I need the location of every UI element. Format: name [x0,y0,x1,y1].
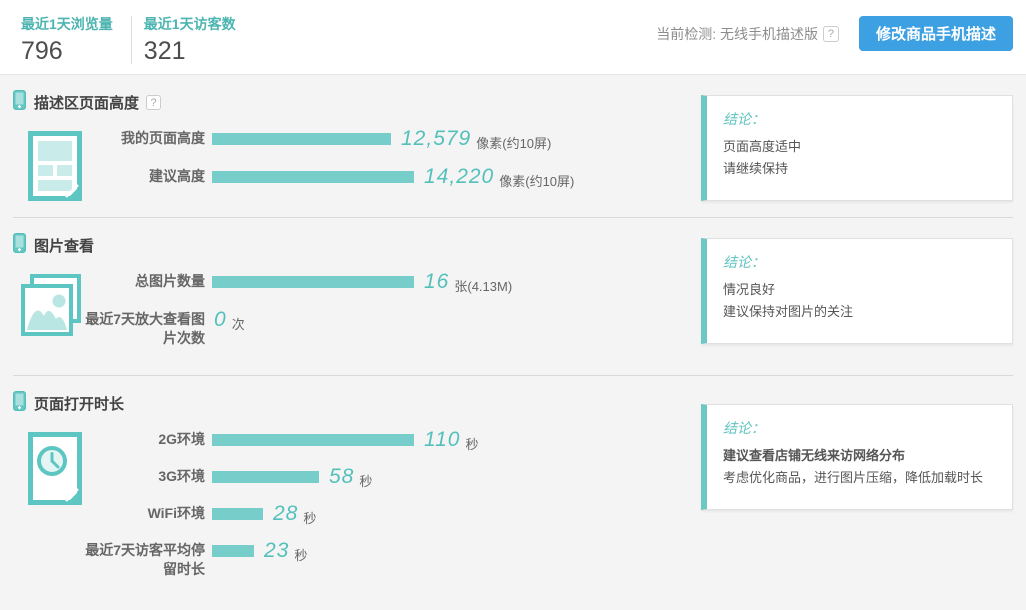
metric-row-2g: 2G环境 110 秒 [83,428,479,453]
section-divider [13,217,1013,218]
metric-row-image-count: 总图片数量 16 张(4.13M) [83,270,513,295]
metric-bar [212,508,263,520]
metric-unit: 秒 [294,548,308,563]
metric-label: 总图片数量 [135,273,205,289]
section-title: 页面打开时长 [34,396,125,413]
section-title: 图片查看 [34,238,95,255]
metric-value: 110 [424,428,461,451]
metric-value: 16 [424,270,450,293]
help-icon[interactable]: ? [146,95,162,110]
current-check-label: 当前检测: 无线手机描述版 [656,25,818,42]
conclusion-line: 情况良好 [723,282,776,297]
metric-label: 建议高度 [149,168,205,184]
metric-row-avg-stay: 最近7天访客平均停留时长 23 秒 [83,539,479,579]
section-page-height-header: 描述区页面高度 ? [13,90,1013,115]
conclusion-line: 请继续保持 [723,161,789,176]
metric-unit: 次 [231,317,245,332]
metric-bar [212,171,414,183]
metric-label: WiFi环境 [147,505,205,521]
metric-label: 最近7天访客平均停留时长 [85,542,205,577]
section-divider [13,375,1013,376]
metric-value: 0 [214,308,227,331]
stats-divider [130,16,132,64]
metric-value: 28 [273,502,299,525]
section-open-duration: 页面打开时长 2G环境 110 [0,376,1026,593]
conclusion-title: 结论： [723,111,765,127]
stat-visitors-label: 最近1天访客数 [143,16,236,32]
metric-row-wifi: WiFi环境 28 秒 [83,502,479,527]
header-actions: 当前检测: 无线手机描述版 ? 修改商品手机描述 [656,14,1013,51]
conclusion-line: 建议查看店铺无线来访网络分布 [723,448,906,463]
metric-bar [212,276,414,288]
conclusion-box: 结论： 页面高度适中 请继续保持 [701,95,1013,201]
metric-rows: 我的页面高度 12,579 像素(约10屏) 建议高度 14,220 像素(约1… [83,125,574,205]
metric-unit: 像素(约10屏) [476,136,552,151]
metric-value: 12,579 [401,127,472,150]
section-page-height-body: 我的页面高度 12,579 像素(约10屏) 建议高度 14,220 像素(约1… [13,125,1013,205]
metric-value: 23 [264,539,290,562]
section-open-duration-header: 页面打开时长 [13,391,1013,416]
metric-bar [212,133,391,145]
metric-value: 58 [329,465,355,488]
photos-icon [13,268,83,363]
conclusion-line: 建议保持对图片的关注 [723,304,854,319]
diagnostic-content: 描述区页面高度 ? 我的页面高 [0,75,1026,593]
section-image-viewing-header: 图片查看 [13,233,1013,258]
metric-label: 我的页面高度 [121,130,205,146]
metric-bar [212,434,414,446]
top-header: 最近1天浏览量 796 最近1天访客数 321 当前检测: 无线手机描述版 ? … [0,0,1026,75]
section-open-duration-body: 2G环境 110 秒 3G环境 58 秒 WiFi环境 28 [13,426,1013,593]
stats-group: 最近1天浏览量 796 最近1天访客数 321 [21,14,236,66]
metric-label: 最近7天放大查看图片次数 [85,311,205,346]
conclusion-title: 结论： [723,254,765,270]
conclusion-line: 页面高度适中 [723,139,802,154]
stat-visitors-value: 321 [143,37,186,65]
section-image-viewing: 图片查看 总图片数量 16 张(4.13M) [0,218,1026,375]
conclusion-title: 结论： [723,420,765,436]
metric-label: 3G环境 [158,468,205,484]
metric-rows: 2G环境 110 秒 3G环境 58 秒 WiFi环境 28 [83,426,479,593]
metric-unit: 秒 [303,511,317,526]
metric-bar [212,545,254,557]
phone-icon [13,391,26,416]
metric-unit: 张(4.13M) [454,279,513,294]
metric-row-zoom-views: 最近7天放大查看图片次数 0 次 [83,308,512,348]
metric-value: 14,220 [424,165,495,188]
metric-row-suggested-height: 建议高度 14,220 像素(约10屏) [83,165,575,190]
metric-row-my-height: 我的页面高度 12,579 像素(约10屏) [83,127,574,152]
stat-pageviews: 最近1天浏览量 796 [21,14,131,66]
metric-unit: 像素(约10屏) [499,174,575,189]
metric-unit: 秒 [465,437,479,452]
edit-mobile-description-button[interactable]: 修改商品手机描述 [858,16,1013,51]
conclusion-line: 考虑优化商品，进行图片压缩，降低加载时长 [723,470,984,485]
help-icon[interactable]: ? [822,25,839,42]
metric-rows: 总图片数量 16 张(4.13M) 最近7天放大查看图片次数 0 次 [83,268,512,363]
metric-bar [212,471,319,483]
stat-visitors: 最近1天访客数 321 [144,14,236,66]
metric-row-3g: 3G环境 58 秒 [83,465,479,490]
section-page-height: 描述区页面高度 ? 我的页面高 [0,75,1026,217]
page-height-icon [13,125,83,205]
conclusion-box: 结论： 情况良好 建议保持对图片的关注 [701,238,1013,344]
section-title: 描述区页面高度 [34,95,140,112]
metric-label: 2G环境 [158,431,205,447]
section-image-viewing-body: 总图片数量 16 张(4.13M) 最近7天放大查看图片次数 0 次 [13,268,1013,363]
metric-unit: 秒 [359,474,373,489]
phone-icon [13,90,26,115]
phone-icon [13,233,26,258]
page-load-clock-icon [13,426,83,593]
conclusion-box: 结论： 建议查看店铺无线来访网络分布 考虑优化商品，进行图片压缩，降低加载时长 [701,404,1013,510]
stat-pageviews-label: 最近1天浏览量 [21,16,113,32]
stat-pageviews-value: 796 [21,37,63,65]
